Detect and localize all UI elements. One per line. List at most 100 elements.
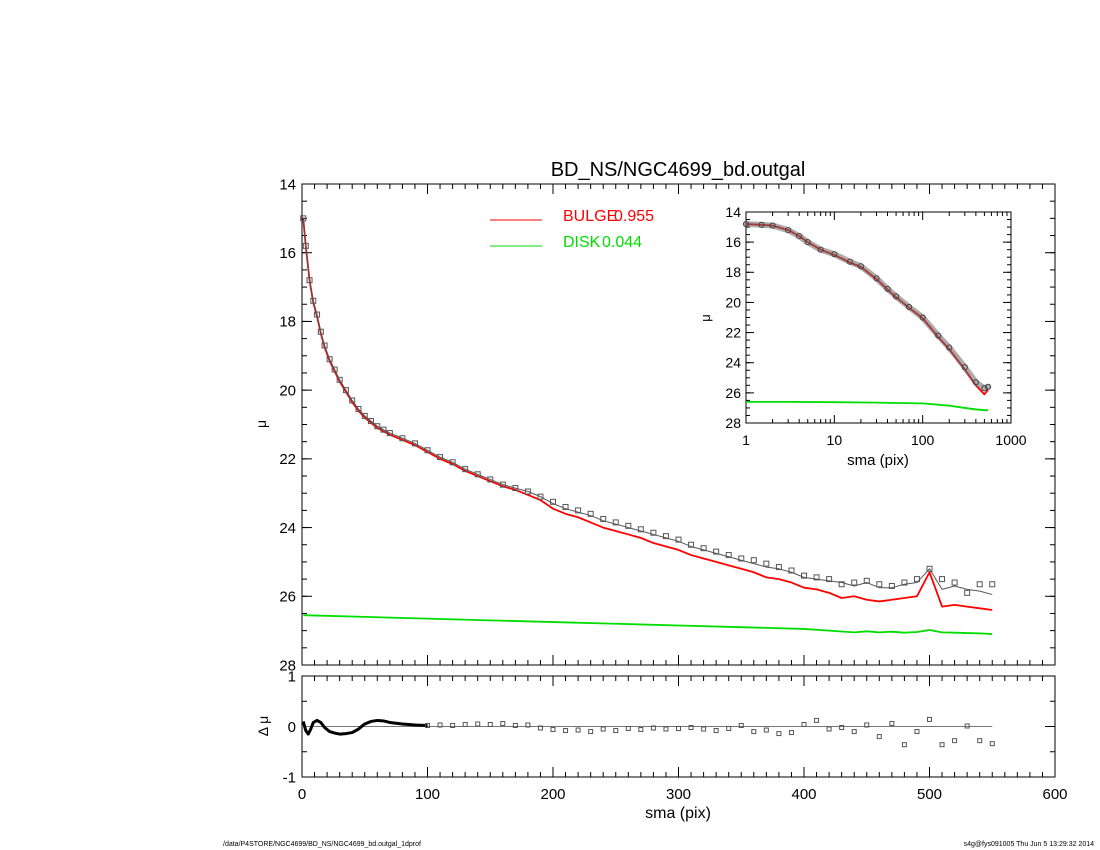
inset-series-data-point [817,246,824,253]
main-series-data-point [361,412,368,419]
inset-y-tick-label: 26 [725,385,741,401]
main-series-data-point [951,579,958,586]
residual-series-residual-points-point [964,723,970,729]
main-series-data-point [524,488,531,495]
residual-y-axis-label: Δ μ [255,716,271,737]
main-series-data-point [550,498,556,505]
residual-series-residual-points-point [826,726,832,732]
footer-timestamp: s4g@fys091005 Thu Jun 5 13:29:32 2014 [963,841,1094,848]
main-series-data-point [913,576,920,583]
main-series-data-point [342,387,349,394]
inset-x-tick-label: 10 [827,432,843,448]
residual-series-residual-points-point [487,721,493,727]
main-series-data-point [331,366,338,373]
residual-series-residual-points-point [475,721,481,727]
main-series-data-point [713,548,720,555]
main-series-group [300,215,996,635]
residual-series-residual-points-point [701,726,707,732]
main-series-data-point [662,533,669,540]
inset-series-data-point [892,293,900,300]
main-series-bulge-line [302,218,993,611]
residual-series-residual-points-point [650,725,656,731]
main-series-data-point [326,356,333,363]
main-series-data-point [487,476,494,483]
residual-series-residual-points-point [525,722,531,728]
residual-series-residual-points-point [977,738,983,744]
inset-series-data-point [873,275,880,282]
main-series-data-point [380,426,387,433]
residual-series-residual-points-point [864,722,870,728]
inset-series-data-point [981,385,988,392]
main-series-data-point [838,581,845,588]
main-series-data-point [700,545,707,552]
inset-series-data-point [919,314,926,321]
residual-series-residual-points-point [588,729,594,735]
residual-series-residual-points-point [788,730,794,736]
residual-axis-ticks: 0 100 200 300 400 500 600-101 [283,668,1068,803]
residual-series-residual-points-point [425,722,430,728]
main-series-data-point [302,242,309,249]
main-series-data-point [449,459,456,466]
residual-series-residual-points-point [876,734,882,740]
main-series-data-point [474,471,481,478]
inset-series-data-point [742,220,750,228]
main-series-data-point [368,418,375,425]
residual-series-residual-points-point [814,717,820,723]
main-series-data-point [763,560,770,567]
inset-series-data-point [946,344,953,351]
residual-y-tick-label: 0 [288,719,296,736]
main-series-data-point [317,328,324,335]
main-series-data-point [349,397,356,404]
main-y-tick-label: 22 [279,451,296,468]
main-series-data-point [851,579,858,586]
residual-series-residual-points-point [450,722,456,728]
main-series-data-point [637,526,644,533]
main-series-data-point [537,493,544,500]
inset-y-axis-label: μ [698,314,713,322]
main-series-data-point [562,503,569,510]
residual-x-tick-label: 600 [1042,786,1067,803]
main-series-data-point [314,311,321,318]
inset-series-data-point [857,263,865,270]
inset-series-data-point [796,233,803,240]
main-series-data-point [775,564,782,571]
residual-series-residual-points-point [613,728,619,734]
residual-x-tick-label: 300 [666,786,691,803]
inset-series-data-point [769,222,776,229]
main-series-data-point [964,589,971,596]
main-series-data-point [499,481,506,488]
residual-series-residual-points-point [952,738,958,744]
main-series-data-point [888,582,895,589]
inset-x-axis-label: sma (pix) [847,452,909,469]
residual-series-residual-points-point [901,742,907,748]
main-y-tick-label: 16 [279,245,296,262]
main-series-data-point [876,581,883,588]
main-series-data-point [688,541,695,548]
residual-series-group [301,716,995,748]
residual-series-residual-points-point [927,716,932,722]
residual-series-residual-points-point [437,722,443,728]
residual-x-tick-label: 200 [540,786,565,803]
main-y-tick-label: 14 [279,176,296,193]
residual-series-residual-points-point [600,726,606,732]
main-series-data-point [462,466,469,473]
main-series-data-point [587,510,594,517]
main-series-data-point [625,522,632,529]
residual-series-residual-points-point [751,729,757,735]
main-series-data-point [976,581,983,588]
residual-series-residual-points-point [512,722,518,728]
residual-x-axis-label: sma (pix) [645,805,711,822]
residual-series-residual-points-point [914,729,920,735]
main-series-data-point [901,579,908,586]
inset-x-tick-label: 100 [911,432,935,448]
main-y-tick-label: 20 [279,382,296,399]
main-axis-ticks: 14 16 18 20 22 24 26 28 [279,176,1056,674]
residual-series-residual-points-point [537,725,543,731]
legend-disk-label: DISK [563,234,601,251]
residual-series-residual-points-point [713,728,719,734]
residual-panel: 0 100 200 300 400 500 600-101 Δ μ sma (pix) [255,668,1068,822]
inset-y-tick-label: 20 [725,294,741,310]
main-series-data-point [863,577,870,584]
inset-series-data-point [831,251,838,258]
